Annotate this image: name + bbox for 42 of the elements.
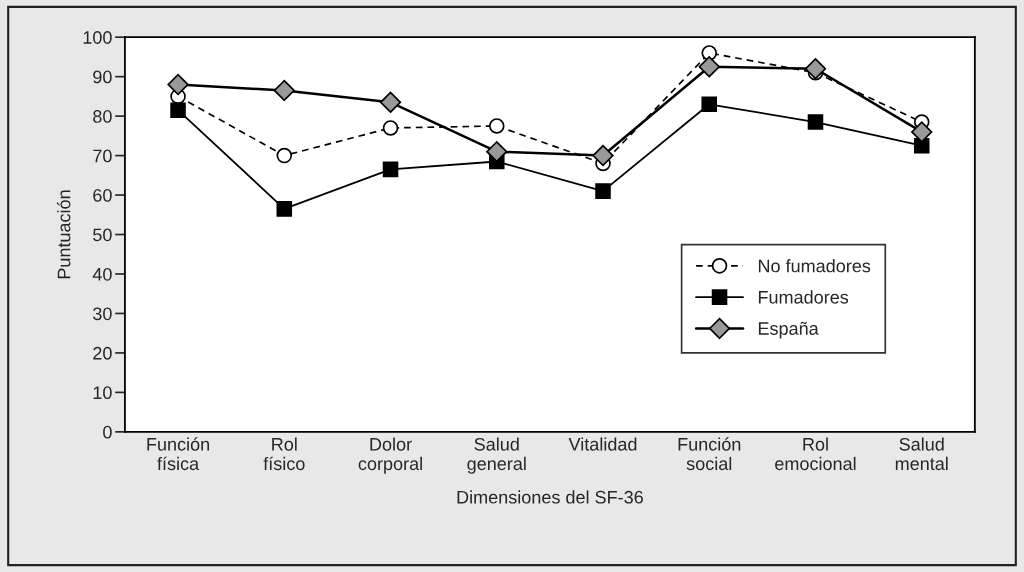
y-tick-label: 0 — [103, 425, 112, 439]
x-tick-label: Salud general — [467, 437, 526, 474]
y-tick-label: 90 — [93, 70, 112, 84]
y-tick-label: 60 — [93, 188, 112, 202]
x-tick-label: Rol emocional — [775, 437, 856, 471]
point — [382, 161, 399, 178]
point — [486, 140, 508, 163]
point — [382, 120, 399, 136]
y-tick-label: 20 — [93, 346, 112, 360]
point — [595, 183, 611, 199]
legend-label: Fumadores — [758, 290, 849, 304]
y-tick-label: 10 — [93, 386, 112, 400]
point — [911, 121, 933, 143]
point — [488, 118, 505, 134]
point — [698, 56, 720, 78]
point — [276, 201, 293, 217]
point — [592, 144, 614, 167]
point — [379, 91, 402, 113]
point — [170, 102, 186, 118]
x-tick-label: Función física — [147, 437, 209, 471]
x-tick-label: Salud mental — [895, 437, 948, 471]
y-axis-title: Puntuación — [56, 190, 71, 279]
x-tick-label: Dolor corporal — [358, 437, 422, 474]
y-tick-label: 70 — [93, 149, 112, 163]
point — [807, 114, 824, 130]
y-tick-label: 100 — [83, 31, 112, 44]
x-tick-label: Vitalidad — [568, 437, 637, 451]
x-tick-label: Rol físico — [263, 437, 305, 471]
point — [276, 147, 293, 164]
point — [913, 137, 930, 154]
point — [167, 73, 189, 96]
y-tick-label: 80 — [93, 110, 112, 123]
point — [273, 79, 295, 102]
y-tick-label: 50 — [93, 228, 112, 242]
y-tick-label: 40 — [92, 267, 112, 281]
point — [701, 96, 718, 113]
y-tick-label: 30 — [93, 307, 112, 321]
legend-label: España — [758, 321, 819, 339]
legend-label: No fumadores — [758, 259, 871, 273]
point — [804, 58, 827, 80]
x-tick-label: Función social — [678, 437, 741, 471]
x-axis-title: Dimensiones del SF-36 — [457, 490, 643, 504]
